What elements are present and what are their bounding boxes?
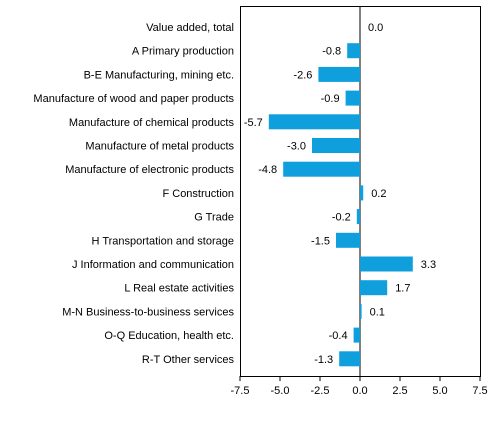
category-label: J Information and communication [72, 259, 234, 271]
category-label: R-T Other services [142, 354, 235, 366]
value-label: -1.5 [311, 235, 330, 247]
bars-layer [268, 43, 413, 367]
category-label: M-N Business-to-business services [62, 306, 234, 318]
category-label: O-Q Education, health etc. [104, 330, 234, 342]
value-label: 0.0 [368, 22, 383, 34]
bar [318, 66, 360, 82]
x-tick-label: -2.5 [311, 385, 330, 397]
value-label: -2.6 [293, 69, 312, 81]
bar [283, 161, 360, 177]
category-label: Manufacture of electronic products [65, 164, 234, 176]
value-label: 1.7 [395, 283, 410, 295]
category-label: A Primary production [132, 46, 234, 58]
bar [339, 351, 360, 367]
bar [336, 232, 360, 248]
value-label: -1.3 [314, 354, 333, 366]
category-label: H Transportation and storage [92, 235, 234, 247]
value-label: -5.7 [244, 117, 263, 129]
bar [356, 209, 360, 225]
bar [347, 43, 360, 59]
value-label: -0.8 [322, 46, 341, 58]
value-label: 0.1 [370, 306, 385, 318]
bar [360, 256, 413, 272]
value-label: -0.2 [332, 212, 351, 224]
value-label: -4.8 [258, 164, 277, 176]
category-label: L Real estate activities [124, 283, 234, 295]
value-label: -0.4 [329, 330, 348, 342]
x-tick-label: 2.5 [392, 385, 407, 397]
x-tick-label: 0.0 [352, 385, 367, 397]
x-tick-label: 5.0 [432, 385, 447, 397]
x-tick-label: -7.5 [231, 385, 250, 397]
bar [268, 114, 360, 130]
bar [312, 138, 360, 153]
x-tick-label: 7.5 [472, 385, 487, 397]
x-axis: -7.5 -5.0 -2.5 0.0 2.5 5.0 7.5 [231, 376, 488, 397]
category-label: Manufacture of wood and paper products [33, 93, 234, 105]
bar [353, 327, 360, 343]
category-label: G Trade [194, 212, 234, 224]
category-label: Manufacture of metal products [85, 141, 234, 153]
value-label: 0.2 [371, 188, 386, 200]
bar [360, 303, 362, 319]
category-label: F Construction [162, 188, 234, 200]
category-label: Value added, total [146, 22, 234, 34]
bar [345, 90, 360, 106]
category-label: Manufacture of chemical products [69, 117, 235, 129]
value-label: 3.3 [421, 259, 436, 271]
category-label: B-E Manufacturing, mining etc. [84, 69, 234, 81]
x-tick-label: -5.0 [271, 385, 290, 397]
bar [360, 280, 388, 296]
labels-layer: Value added, total 0.0 A Primary productio… [33, 22, 436, 366]
value-label: -0.9 [321, 93, 340, 105]
value-label: -3.0 [287, 141, 306, 153]
bar [360, 185, 364, 201]
